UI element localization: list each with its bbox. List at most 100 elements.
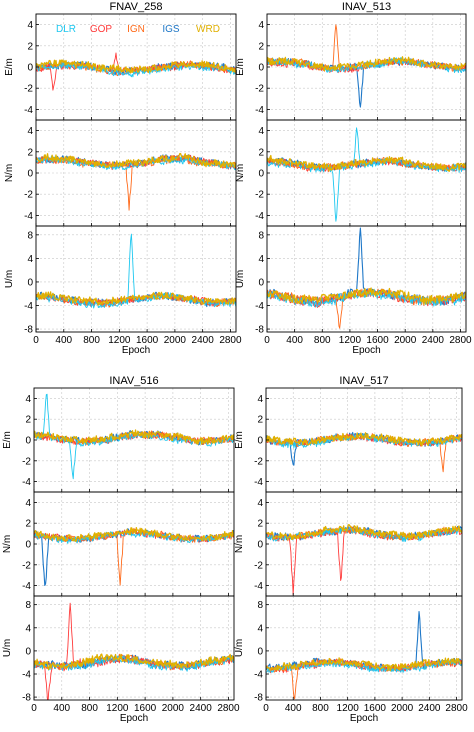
series-group (36, 52, 236, 91)
x-tick-label: 1600 (134, 703, 157, 714)
y-tick-label: 0 (25, 436, 31, 447)
y-tick-label: -4 (22, 477, 31, 488)
x-tick-label: 800 (312, 703, 329, 714)
y-tick-label: -4 (254, 670, 263, 681)
series-line-wrd (34, 653, 234, 671)
y-tick-label: -4 (22, 581, 31, 592)
x-axis-label: Epoch (120, 713, 148, 724)
y-tick-label: 4 (257, 498, 263, 509)
y-tick-label: -2 (255, 190, 264, 201)
y-tick-label: -2 (254, 560, 263, 571)
subplot-n: -4 -2 0 2 4 N/m (235, 119, 467, 227)
y-axis-label: U/m (235, 270, 246, 288)
series-line-wrd (266, 523, 462, 541)
plot-frame (35, 225, 237, 333)
series-group (36, 152, 236, 211)
y-tick-label: 8 (257, 600, 263, 611)
series-group (34, 602, 234, 700)
y-axis-label: N/m (4, 164, 15, 182)
y-tick-label: 4 (27, 126, 33, 137)
x-tick-label: 0 (263, 703, 269, 714)
series-line-wrd (36, 59, 236, 74)
y-tick-label: 2 (27, 41, 33, 52)
plot-frame (33, 595, 235, 701)
y-tick-label: 0 (257, 646, 263, 657)
plot-frame (266, 225, 467, 333)
x-tick-label: 1200 (106, 703, 129, 714)
subplot-n: -4 -2 0 2 4 N/m (4, 119, 237, 227)
x-tick-label: 0 (264, 335, 270, 346)
y-tick-label: -4 (255, 105, 264, 116)
y-tick-label: -4 (255, 211, 264, 222)
x-tick-label: 1600 (364, 703, 387, 714)
x-tick-label: 2400 (192, 335, 215, 346)
y-tick-label: 4 (257, 394, 263, 405)
y-tick-label: 0 (27, 169, 33, 180)
y-tick-label: -8 (24, 325, 33, 336)
y-tick-label: 4 (25, 623, 31, 634)
y-axis-label: U/m (2, 639, 13, 657)
subplot-e: -4 -2 0 2 4 E/m (2, 387, 235, 493)
x-tick-label: 1600 (136, 335, 159, 346)
legend-entry-gop: GOP (90, 24, 113, 35)
series-line-dlr (36, 61, 236, 78)
x-tick-label: 1200 (337, 703, 360, 714)
x-tick-label: 2800 (445, 703, 468, 714)
panel-title: INAV_517 (339, 375, 388, 387)
y-tick-label: -2 (24, 84, 33, 95)
y-axis-label: U/m (4, 270, 15, 288)
series-group (266, 523, 462, 596)
x-tick-label: 0 (33, 335, 39, 346)
series-line-dlr (34, 655, 234, 672)
y-tick-label: 2 (25, 519, 31, 530)
subplot-n: -4 -2 0 2 4 N/m (2, 491, 235, 597)
y-axis-label: N/m (2, 535, 13, 553)
y-tick-label: 8 (258, 230, 264, 241)
panel-title: INAV_513 (342, 1, 391, 13)
x-tick-label: 400 (286, 335, 303, 346)
series-line-dlr (266, 527, 462, 543)
subplot-e: -4 -2 0 2 4 E/m DLR GOP IGN IGS WRD (4, 13, 237, 121)
y-tick-label: 4 (27, 20, 33, 31)
y-tick-label: -8 (254, 693, 263, 704)
y-tick-label: 4 (258, 254, 264, 265)
y-axis-label: N/m (234, 535, 245, 553)
y-axis-label: E/m (235, 58, 246, 76)
series-line-wrd (267, 287, 466, 306)
y-tick-label: 4 (258, 126, 264, 137)
series-line-wrd (266, 432, 462, 447)
y-axis-label: U/m (234, 639, 245, 657)
x-tick-label: 2000 (394, 335, 417, 346)
x-tick-label: 400 (53, 703, 70, 714)
y-axis-label: E/m (234, 431, 245, 449)
x-tick-label: 2800 (219, 335, 242, 346)
legend-entry-wrd: WRD (196, 24, 220, 35)
x-tick-label: 2000 (162, 703, 185, 714)
y-tick-label: -4 (255, 301, 264, 312)
subplot-u: -8 -4 0 4 8 U/m 0 400 800 1200 1600 2000 2400 2800 Epo… (234, 595, 468, 724)
x-tick-label: 800 (83, 335, 100, 346)
y-tick-label: 4 (25, 394, 31, 405)
series-group (34, 393, 234, 480)
series-group (266, 611, 462, 700)
x-tick-label: 2000 (164, 335, 187, 346)
y-tick-label: -8 (22, 693, 31, 704)
series-group (266, 431, 462, 473)
series-line-dlr (267, 127, 466, 222)
y-tick-label: 8 (27, 230, 33, 241)
panel-title: INAV_516 (109, 375, 158, 387)
y-tick-label: -8 (255, 325, 264, 336)
y-tick-label: -4 (24, 301, 33, 312)
x-tick-label: 1200 (339, 335, 362, 346)
chart-panel-inav_513: INAV_513 -4 -2 0 2 4 E/m -4 -2 0 2 4 N/m -8 -4 0 4 8 U/m 0 4… (235, 1, 472, 356)
y-tick-label: 2 (257, 519, 263, 530)
x-axis-label: Epoch (352, 345, 380, 356)
y-tick-label: -4 (24, 105, 33, 116)
y-tick-label: -2 (254, 456, 263, 467)
y-tick-label: -2 (24, 190, 33, 201)
subplot-u: -8 -4 0 4 8 U/m 0 400 800 1200 1600 2000 2400 2800 Epo… (235, 225, 472, 356)
x-tick-label: 1200 (108, 335, 131, 346)
x-tick-label: 2800 (449, 335, 472, 346)
series-line-gop (34, 602, 234, 700)
